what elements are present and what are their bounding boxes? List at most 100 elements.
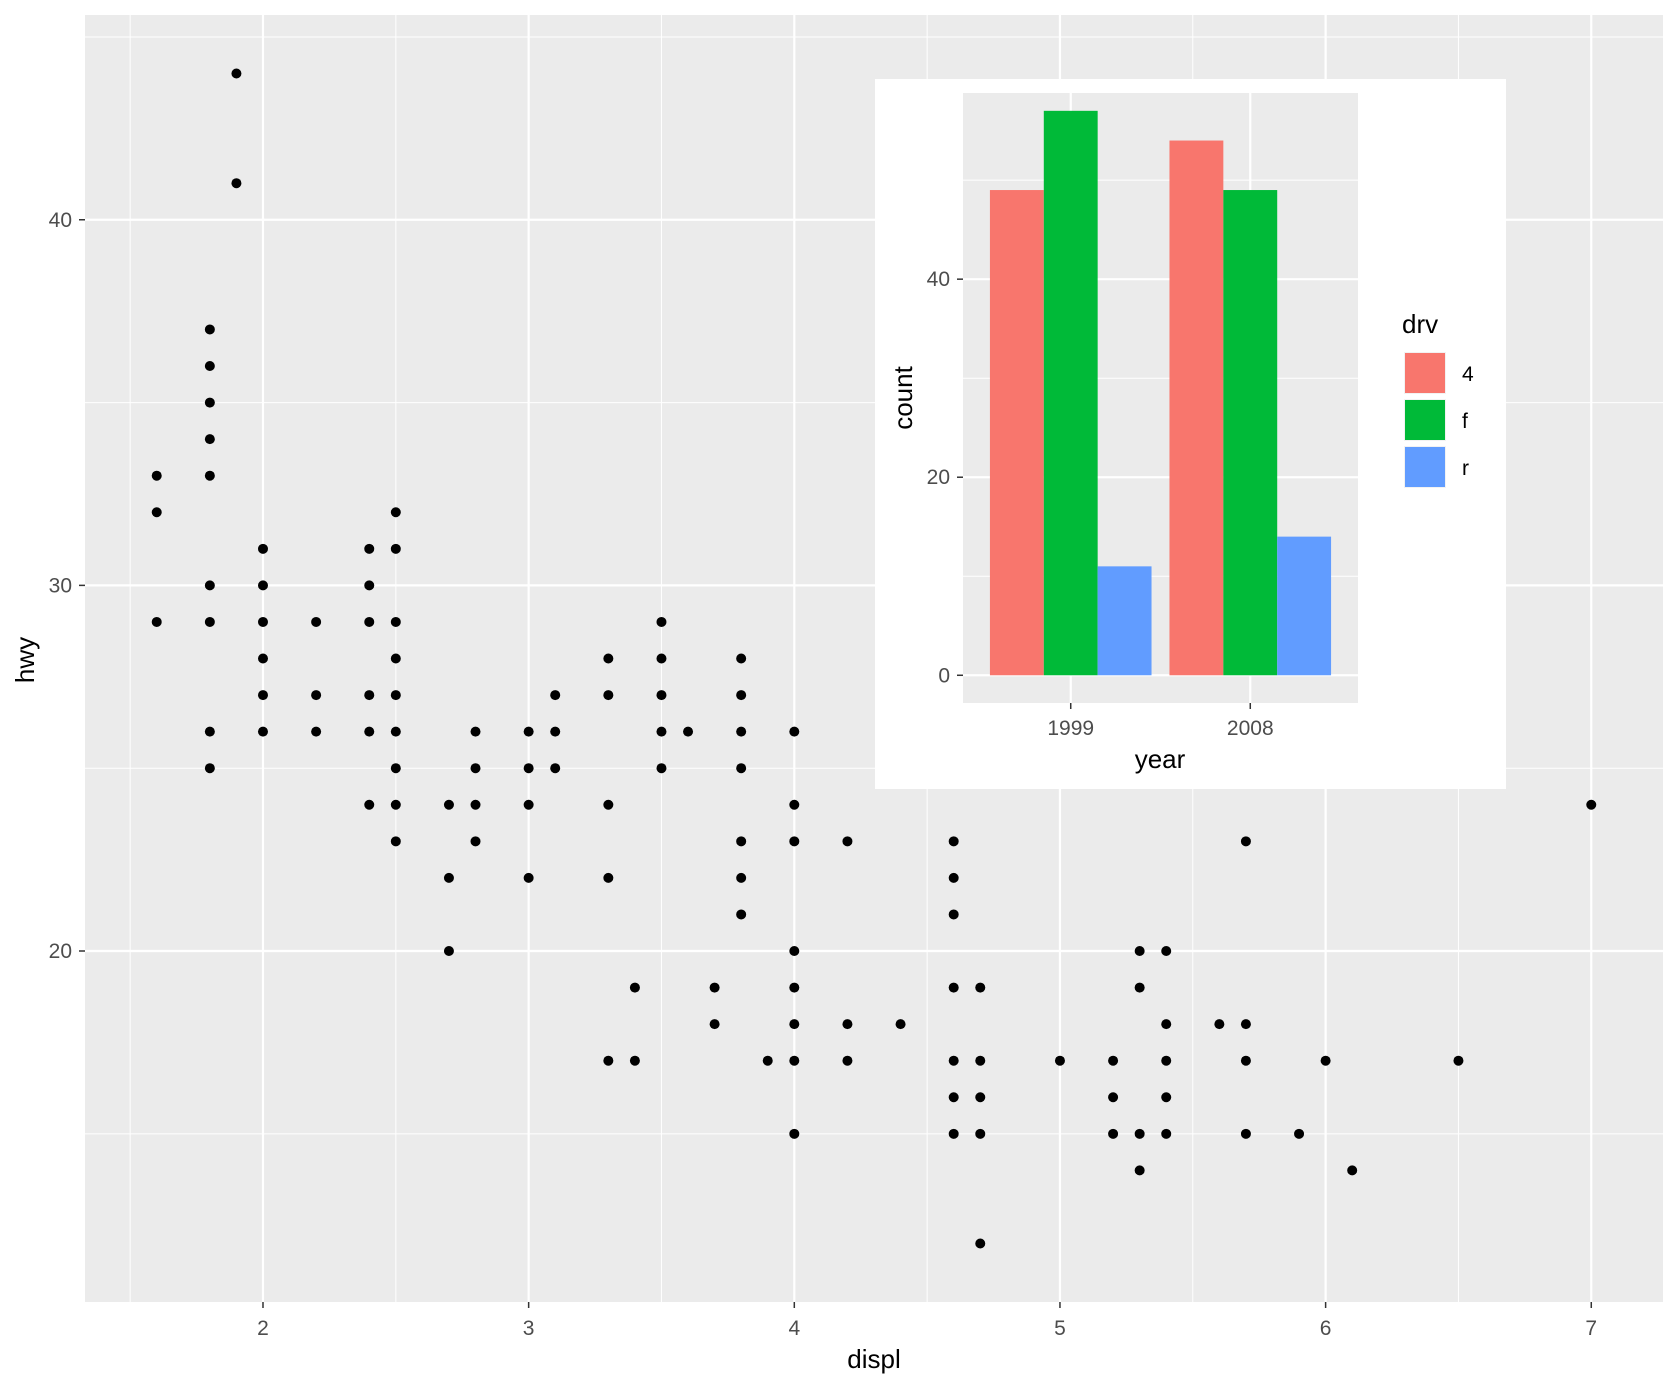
data-point	[1453, 1055, 1464, 1066]
data-point	[1134, 982, 1145, 993]
data-point	[204, 763, 215, 774]
x-tick-label: 7	[1585, 1317, 1597, 1340]
data-point	[789, 1055, 800, 1066]
data-point	[789, 836, 800, 847]
data-point	[736, 909, 747, 920]
data-point	[523, 726, 534, 737]
data-point	[1161, 1019, 1172, 1030]
data-point	[709, 1019, 720, 1030]
data-point	[656, 763, 667, 774]
data-point	[789, 946, 800, 956]
data-point	[603, 799, 614, 810]
data-point	[1240, 1019, 1251, 1030]
legend-title: drv	[1402, 309, 1438, 339]
data-point	[390, 507, 401, 518]
data-point	[656, 690, 667, 701]
data-point	[470, 763, 481, 774]
data-point	[789, 982, 800, 993]
data-point	[948, 872, 959, 883]
data-point	[364, 799, 375, 810]
legend-label-f: f	[1462, 410, 1468, 433]
data-point	[151, 470, 162, 481]
data-point	[975, 1092, 986, 1103]
y-tick-label: 40	[49, 209, 72, 232]
data-point	[842, 1019, 853, 1030]
data-point	[736, 836, 747, 847]
bar-x-axis-title: year	[1135, 744, 1186, 774]
data-point	[736, 726, 747, 737]
scatter-x-axis: 2 3 4 5 6 7	[257, 1302, 1597, 1340]
data-point	[948, 909, 959, 920]
data-point	[311, 616, 322, 627]
bar-x-axis: 1999 2008	[1047, 703, 1274, 740]
data-point	[443, 872, 454, 883]
data-point	[523, 763, 534, 774]
bar-y-axis-title: count	[888, 365, 918, 429]
data-point	[1108, 1128, 1119, 1139]
data-point	[603, 653, 614, 664]
x-tick-label: 3	[523, 1317, 535, 1340]
bar-4-2008	[1169, 140, 1224, 676]
data-point	[311, 726, 322, 737]
x-tick-label: 4	[788, 1317, 800, 1340]
data-point	[1214, 1019, 1225, 1030]
data-point	[975, 982, 986, 993]
data-point	[1161, 1055, 1172, 1066]
data-point	[390, 763, 401, 774]
data-point	[842, 1055, 853, 1066]
data-point	[1161, 1128, 1172, 1139]
data-point	[390, 799, 401, 810]
data-point	[390, 653, 401, 664]
data-point	[656, 726, 667, 737]
bar-r-2008	[1277, 536, 1332, 676]
data-point	[975, 1128, 986, 1139]
data-point	[1294, 1128, 1305, 1139]
x-tick-label: 2	[257, 1317, 269, 1340]
data-point	[948, 1128, 959, 1139]
data-point	[948, 1092, 959, 1103]
data-point	[895, 1019, 906, 1030]
data-point	[257, 616, 268, 627]
data-point	[204, 580, 215, 591]
data-point	[550, 763, 561, 774]
bar-r-1999	[1097, 566, 1152, 676]
data-point	[257, 726, 268, 737]
legend-label-r: r	[1462, 457, 1469, 480]
inset-bar-chart: 1999 2008 0 20 40 year count drv 4 f r	[875, 79, 1506, 789]
data-point	[1134, 1165, 1145, 1176]
data-point	[470, 836, 481, 847]
data-point	[1108, 1092, 1119, 1103]
data-point	[656, 653, 667, 664]
data-point	[231, 178, 242, 189]
data-point	[975, 1238, 986, 1249]
data-point	[842, 836, 853, 847]
data-point	[1161, 1092, 1172, 1103]
bar-series	[989, 110, 1332, 676]
data-point	[470, 726, 481, 737]
legend: drv 4 f r	[1402, 309, 1474, 488]
y-tick-label: 20	[927, 466, 950, 489]
x-tick-label: 6	[1320, 1317, 1332, 1340]
data-point	[736, 690, 747, 701]
data-point	[364, 726, 375, 737]
y-tick-label: 0	[938, 664, 950, 687]
x-tick-label: 5	[1054, 1317, 1066, 1340]
data-point	[204, 361, 215, 371]
legend-key-r	[1405, 447, 1445, 487]
data-point	[603, 690, 614, 701]
data-point	[603, 872, 614, 883]
data-point	[523, 799, 534, 810]
data-point	[364, 616, 375, 627]
data-point	[1240, 1128, 1251, 1139]
data-point	[257, 690, 268, 701]
data-point	[523, 872, 534, 883]
data-point	[1347, 1165, 1358, 1176]
data-point	[257, 653, 268, 664]
data-point	[390, 543, 401, 554]
data-point	[390, 726, 401, 737]
bar-f-2008	[1223, 190, 1278, 676]
bar-4-1999	[989, 190, 1044, 676]
data-point	[231, 68, 242, 79]
data-point	[364, 580, 375, 591]
